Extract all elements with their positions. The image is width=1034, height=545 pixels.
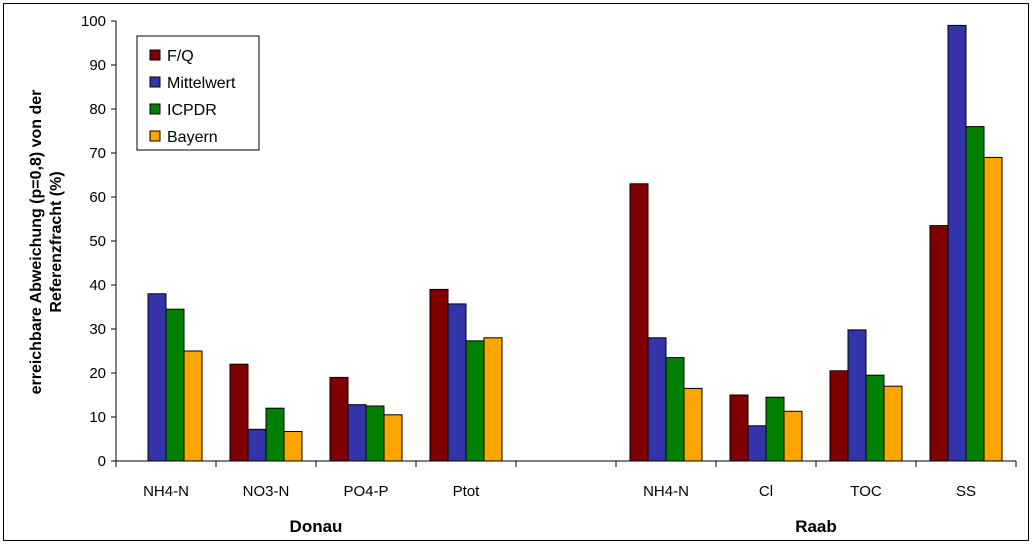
x-axis-ticks: NH4-N NO3-N PO4-P Ptot NH4-N Cl TOC SS	[115, 461, 1017, 500]
y-tick-label: 30	[89, 321, 106, 338]
y-tick-label: 10	[89, 409, 106, 426]
y-axis-label-line-1: erreichbare Abweichung (p=0,8) von der	[28, 90, 45, 395]
y-tick-label: 80	[89, 101, 106, 118]
x-tick-label: SS	[956, 483, 976, 500]
bar-mittelwert-0	[147, 293, 167, 462]
legend-swatch	[149, 130, 161, 142]
y-tick-label: 0	[98, 453, 106, 470]
x-tick-label: NH4-N	[143, 483, 189, 500]
bar-bayern-0	[183, 350, 203, 462]
bar-mittelwert-8	[947, 24, 967, 462]
bar-mittelwert-6	[747, 425, 767, 462]
bar-bayern-1	[283, 431, 303, 462]
group-labels: Donau Raab	[290, 517, 837, 536]
bar-icpdr-3	[465, 340, 485, 462]
y-axis-ticks: 0 10 20 30 40 50 60 70 80 90 100	[81, 13, 116, 470]
bar-icpdr-8	[965, 126, 985, 462]
bar-mittelwert-1	[247, 428, 267, 462]
bar-bayern-3	[483, 337, 503, 462]
axes	[115, 21, 1016, 462]
bar-mittelwert-2	[347, 404, 367, 462]
bars-layer	[147, 24, 1003, 462]
legend-swatch	[149, 49, 161, 61]
bar-f-q-1	[229, 363, 249, 462]
bar-f-q-8	[929, 225, 949, 462]
bar-icpdr-2	[365, 405, 385, 462]
legend: F/Q Mittelwert ICPDR Bayern	[136, 35, 260, 151]
legend-label: ICPDR	[167, 102, 217, 119]
legend-swatch	[149, 76, 161, 88]
y-tick-label: 20	[89, 365, 106, 382]
bar-f-q-6	[729, 394, 749, 462]
bar-f-q-5	[629, 183, 649, 462]
bar-f-q-3	[429, 288, 449, 462]
bar-icpdr-0	[165, 308, 185, 462]
bar-icpdr-5	[665, 357, 685, 462]
bar-bayern-7	[883, 385, 903, 462]
chart-frame	[3, 3, 1029, 541]
bar-mittelwert-7	[847, 329, 867, 462]
group-label: Donau	[290, 517, 343, 536]
y-tick-label: 60	[89, 189, 106, 206]
x-tick-label: TOC	[850, 483, 882, 500]
legend-label: F/Q	[167, 48, 194, 65]
legend-label: Bayern	[167, 129, 218, 146]
bar-icpdr-1	[265, 407, 285, 462]
bar-bayern-2	[383, 414, 403, 462]
x-tick-label: Cl	[759, 483, 773, 500]
bar-mittelwert-5	[647, 337, 667, 462]
y-tick-label: 70	[89, 145, 106, 162]
y-tick-label: 40	[89, 277, 106, 294]
legend-label: Mittelwert	[167, 75, 236, 92]
y-tick-label: 50	[89, 233, 106, 250]
bar-icpdr-6	[765, 396, 785, 462]
x-tick-label: PO4-P	[343, 483, 388, 500]
y-tick-label: 90	[89, 57, 106, 74]
y-axis-label-line-2: Referenzfracht (%)	[48, 171, 65, 312]
bar-icpdr-7	[865, 374, 885, 462]
x-tick-label: NO3-N	[243, 483, 290, 500]
bar-bayern-6	[783, 410, 803, 462]
y-tick-label: 100	[81, 13, 106, 30]
bar-f-q-7	[829, 370, 849, 462]
legend-swatch	[149, 103, 161, 115]
y-axis-label: erreichbare Abweichung (p=0,8) von der R…	[28, 90, 65, 395]
bar-bayern-5	[683, 387, 703, 462]
bar-f-q-2	[329, 376, 349, 462]
group-label: Raab	[795, 517, 837, 536]
x-tick-label: Ptot	[453, 483, 481, 500]
bar-mittelwert-3	[447, 303, 467, 462]
x-tick-label: NH4-N	[643, 483, 689, 500]
bar-bayern-8	[983, 156, 1003, 462]
